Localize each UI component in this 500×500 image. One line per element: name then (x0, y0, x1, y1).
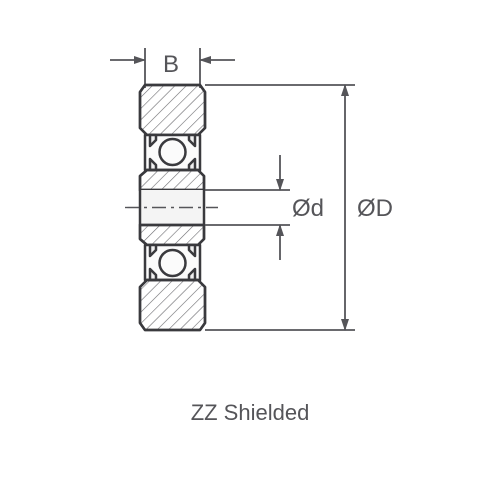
caption: ZZ Shielded (0, 400, 500, 426)
label-outer-dia: ØD (357, 195, 393, 222)
dimension-inner-diameter: Ød (205, 155, 324, 260)
diagram-stage: B (0, 0, 500, 500)
label-inner-dia: Ød (292, 195, 324, 222)
label-width: B (163, 51, 179, 78)
dimension-width: B (110, 48, 235, 88)
